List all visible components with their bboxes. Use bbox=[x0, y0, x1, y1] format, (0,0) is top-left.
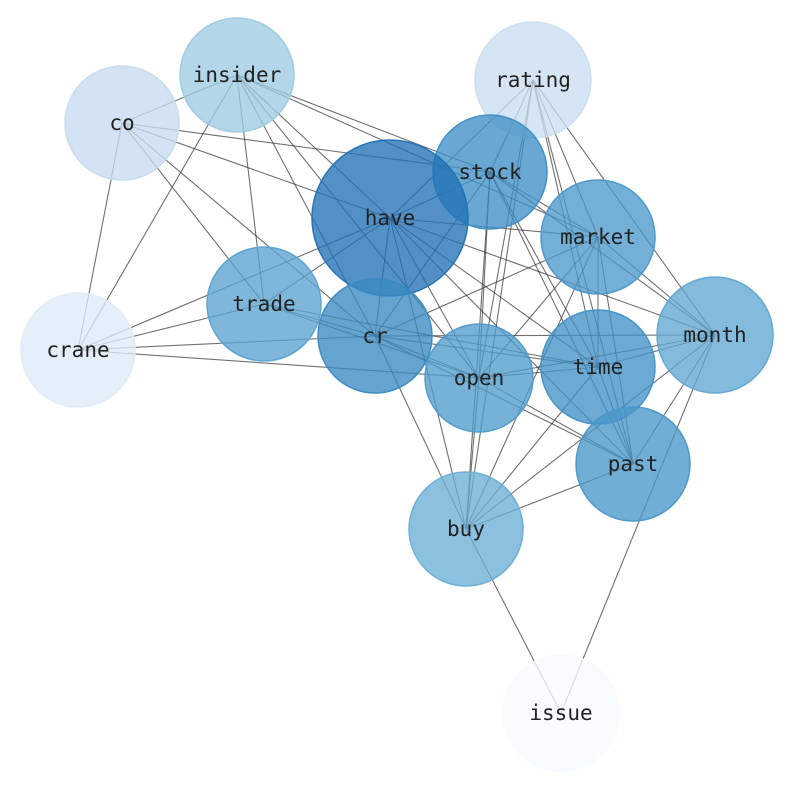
graph-node-cr bbox=[317, 278, 433, 394]
graph-node-month bbox=[656, 276, 774, 394]
graph-node-issue bbox=[502, 654, 620, 772]
graph-node-open bbox=[424, 323, 534, 433]
graph-node-trade bbox=[206, 246, 322, 362]
graph-node-market bbox=[540, 179, 656, 295]
graph-node-insider bbox=[179, 17, 295, 133]
graph-node-buy bbox=[408, 471, 524, 587]
graph-node-crane bbox=[20, 292, 136, 408]
graph-edge-month-issue bbox=[560, 334, 716, 714]
nodes-layer bbox=[20, 17, 774, 772]
graph-node-co bbox=[64, 65, 180, 181]
graph-node-have bbox=[311, 139, 469, 297]
graph-node-past bbox=[575, 406, 691, 522]
